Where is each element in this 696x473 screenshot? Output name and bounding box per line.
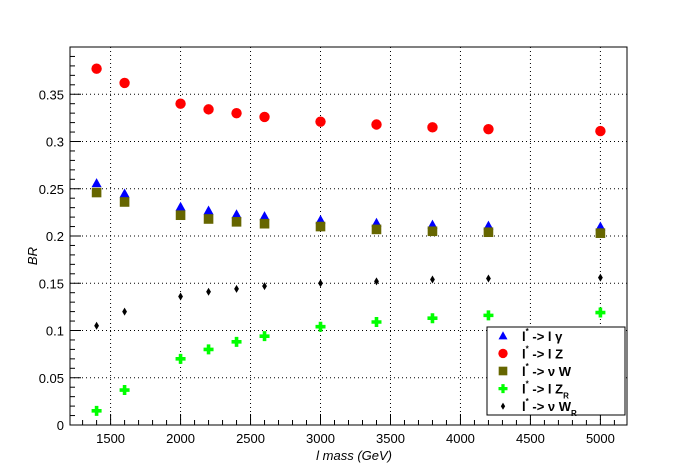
x-tick-label: 3500 — [376, 431, 405, 446]
square-marker — [483, 227, 494, 238]
diamond-marker — [430, 275, 435, 284]
cross-marker — [91, 405, 102, 416]
triangle-marker — [203, 205, 214, 215]
triangle-marker — [175, 201, 186, 211]
circle-marker — [427, 122, 438, 133]
y-tick-label: 0.05 — [39, 371, 64, 386]
y-tick-label: 0.35 — [39, 87, 64, 102]
x-tick-label: 3000 — [306, 431, 335, 446]
legend: l* -> l γl* -> l Zl* -> ν Wl* -> l ZRl* … — [486, 326, 626, 418]
diamond-marker — [374, 277, 379, 286]
circle-marker — [231, 107, 242, 119]
cross-marker — [595, 307, 606, 318]
series-3 — [91, 187, 606, 238]
diamond-marker — [234, 284, 239, 293]
cross-marker — [203, 344, 214, 355]
square-marker — [231, 217, 242, 227]
triangle-marker — [231, 209, 242, 219]
x-axis: 1500 2000 2500 3000 3500 4000 4500 5000 — [82, 414, 615, 446]
x-tick-label: 4500 — [516, 431, 545, 446]
y-axis: 0 0.05 0.1 0.15 0.2 0.25 0.3 0.35 — [39, 55, 81, 433]
square-marker — [91, 187, 102, 198]
circle-marker — [498, 348, 508, 359]
series-1 — [91, 178, 606, 231]
circle-marker — [259, 111, 270, 123]
legend-entry: l* -> l Z — [498, 344, 563, 361]
diamond-marker — [318, 279, 323, 288]
y-axis-title: BR — [25, 247, 40, 265]
diamond-marker — [262, 282, 267, 291]
x-axis-title: l mass (GeV) — [316, 448, 392, 463]
square-marker — [371, 224, 382, 235]
diamond-marker — [206, 287, 211, 296]
x-tick-label: 5000 — [586, 431, 615, 446]
square-marker — [315, 221, 326, 232]
circle-marker — [119, 77, 130, 89]
square-marker — [119, 197, 130, 207]
legend-entry: l* -> ν WR — [500, 397, 577, 418]
square-marker — [259, 218, 270, 229]
triangle-marker — [259, 211, 270, 221]
x-tick-label: 4000 — [446, 431, 475, 446]
legend-entry: l* -> l γ — [498, 327, 563, 344]
diamond-marker — [598, 273, 603, 282]
square-marker — [175, 210, 186, 221]
cross-marker — [119, 385, 130, 396]
y-tick-label: 0.1 — [46, 324, 64, 339]
y-tick-label: 0 — [57, 418, 64, 433]
triangle-marker — [427, 219, 438, 229]
legend-entry: l* -> l ZR — [498, 380, 569, 401]
y-tick-label: 0.15 — [39, 276, 64, 291]
legend-label: l* -> l Z — [522, 344, 563, 361]
cross-marker — [259, 331, 270, 342]
circle-marker — [315, 116, 326, 127]
triangle-marker — [371, 217, 382, 227]
y-tick-label: 0.2 — [46, 229, 64, 244]
triangle-marker — [119, 188, 130, 198]
cross-marker — [231, 336, 242, 347]
series-5 — [94, 273, 603, 330]
diamond-marker — [94, 321, 99, 330]
x-tick-label: 2500 — [236, 431, 265, 446]
square-marker — [595, 228, 606, 238]
diamond-marker — [178, 292, 183, 301]
cross-marker — [315, 321, 326, 332]
legend-label: l* -> ν W — [522, 362, 572, 379]
diamond-marker — [486, 274, 491, 283]
triangle-marker — [483, 220, 494, 230]
cross-marker — [427, 313, 438, 324]
triangle-marker — [91, 178, 102, 188]
series-2 — [91, 63, 606, 137]
x-tick-label: 1500 — [96, 431, 125, 446]
cross-marker — [371, 316, 382, 327]
cross-marker — [498, 384, 508, 394]
cross-marker — [483, 310, 494, 321]
y-tick-label: 0.3 — [46, 135, 64, 150]
legend-label: l* -> l γ — [522, 327, 563, 344]
y-tick-label: 0.25 — [39, 182, 64, 197]
triangle-marker — [595, 221, 606, 231]
legend-box — [486, 326, 626, 416]
series-layer — [91, 63, 606, 416]
x-tick-label: 2000 — [166, 431, 195, 446]
circle-marker — [91, 63, 102, 74]
square-marker — [427, 226, 438, 237]
square-marker — [498, 366, 508, 376]
diamond-marker — [122, 307, 127, 316]
square-marker — [203, 214, 214, 224]
circle-marker — [483, 124, 494, 135]
triangle-marker — [498, 331, 508, 340]
legend-label: l* -> l ZR — [522, 380, 569, 401]
diamond-marker — [500, 402, 506, 410]
circle-marker — [203, 104, 214, 115]
circle-marker — [595, 125, 606, 137]
series-4 — [91, 307, 606, 416]
circle-marker — [175, 98, 186, 109]
legend-label: l* -> ν WR — [522, 397, 577, 418]
cross-marker — [175, 353, 186, 364]
legend-entry: l* -> ν W — [498, 362, 572, 379]
triangle-marker — [315, 214, 326, 224]
circle-marker — [371, 119, 382, 130]
